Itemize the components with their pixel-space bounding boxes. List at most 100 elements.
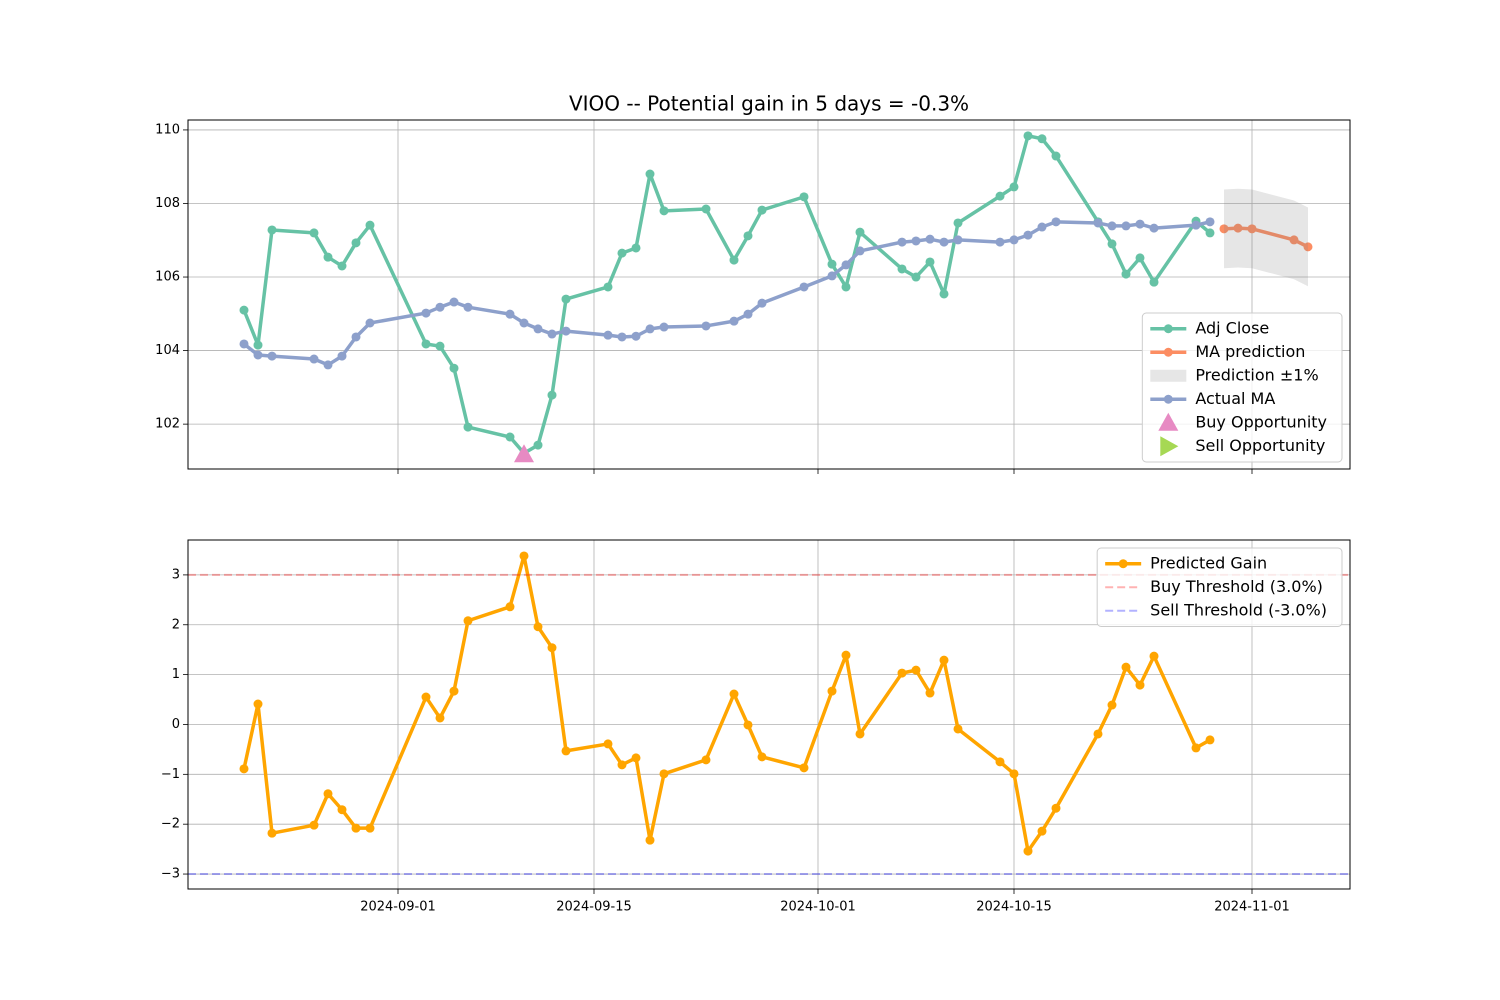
marker bbox=[1247, 224, 1257, 234]
marker bbox=[659, 206, 669, 216]
marker bbox=[267, 225, 277, 235]
marker bbox=[1233, 223, 1243, 233]
marker bbox=[351, 332, 361, 342]
marker bbox=[1163, 394, 1173, 404]
marker bbox=[505, 602, 515, 612]
marker bbox=[1107, 221, 1117, 231]
marker bbox=[1158, 412, 1179, 431]
y-tick-label: −1 bbox=[161, 767, 180, 782]
marker bbox=[239, 764, 249, 774]
marker bbox=[701, 755, 711, 765]
marker bbox=[421, 308, 431, 318]
marker bbox=[533, 440, 543, 450]
marker bbox=[1135, 680, 1145, 690]
marker bbox=[939, 655, 949, 665]
marker bbox=[323, 360, 333, 370]
marker bbox=[995, 237, 1005, 247]
marker bbox=[309, 820, 319, 830]
marker bbox=[911, 236, 921, 246]
marker bbox=[925, 257, 935, 267]
marker bbox=[1205, 735, 1215, 745]
y-tick-label: 1 bbox=[172, 667, 180, 682]
x-tick-label: 2024-09-15 bbox=[556, 900, 632, 915]
marker bbox=[897, 668, 907, 678]
marker bbox=[449, 297, 459, 307]
marker bbox=[953, 724, 963, 734]
marker bbox=[449, 363, 459, 373]
marker bbox=[855, 227, 865, 237]
marker bbox=[1107, 239, 1117, 249]
marker bbox=[267, 828, 277, 838]
marker bbox=[337, 351, 347, 361]
marker bbox=[533, 622, 543, 632]
marker bbox=[729, 316, 739, 326]
marker bbox=[1121, 221, 1131, 231]
marker bbox=[351, 238, 361, 248]
marker bbox=[323, 789, 333, 799]
marker bbox=[659, 769, 669, 779]
marker bbox=[1205, 217, 1215, 227]
marker bbox=[547, 390, 557, 400]
marker bbox=[1107, 700, 1117, 710]
marker bbox=[421, 339, 431, 349]
marker bbox=[1009, 182, 1019, 192]
marker bbox=[1009, 769, 1019, 779]
marker bbox=[995, 757, 1005, 767]
plot-area bbox=[188, 120, 1350, 469]
marker bbox=[911, 272, 921, 282]
y-tick-label: 0 bbox=[172, 717, 180, 732]
marker bbox=[561, 294, 571, 304]
legend-label: Sell Threshold (-3.0%) bbox=[1150, 600, 1327, 619]
legend-box bbox=[1096, 547, 1343, 627]
y-tick-label: 106 bbox=[155, 270, 180, 285]
y-tick-label: −3 bbox=[161, 867, 180, 882]
marker bbox=[799, 763, 809, 773]
marker bbox=[617, 760, 627, 770]
marker bbox=[1149, 651, 1159, 661]
marker bbox=[1118, 559, 1128, 569]
legend-label: Adj Close bbox=[1195, 318, 1269, 337]
marker bbox=[1037, 134, 1047, 144]
marker bbox=[799, 192, 809, 202]
marker bbox=[1037, 826, 1047, 836]
legend: Adj Close MA prediction Prediction ±1% Actu… bbox=[1141, 312, 1343, 463]
marker bbox=[1009, 235, 1019, 245]
y-tick-label: 3 bbox=[172, 567, 180, 582]
marker bbox=[463, 422, 473, 432]
marker bbox=[253, 350, 263, 360]
marker bbox=[309, 354, 319, 364]
y-tick-label: −2 bbox=[161, 817, 180, 832]
legend-label: Prediction ±1% bbox=[1195, 365, 1318, 384]
legend-label: MA prediction bbox=[1195, 342, 1305, 361]
marker bbox=[351, 823, 361, 833]
marker bbox=[449, 686, 459, 696]
marker bbox=[617, 248, 627, 258]
marker bbox=[1051, 803, 1061, 813]
marker bbox=[631, 753, 641, 763]
marker bbox=[939, 237, 949, 247]
marker bbox=[1289, 235, 1299, 245]
marker bbox=[729, 689, 739, 699]
marker bbox=[1163, 324, 1173, 334]
marker bbox=[1023, 846, 1033, 856]
marker bbox=[827, 686, 837, 696]
axes-frame bbox=[187, 119, 1351, 470]
marker bbox=[1023, 230, 1033, 240]
plot-area bbox=[188, 540, 1350, 889]
y-tick-label: 110 bbox=[155, 122, 180, 137]
marker bbox=[1051, 217, 1061, 227]
marker bbox=[547, 329, 557, 339]
marker bbox=[757, 205, 767, 215]
x-tick-label: 2024-11-01 bbox=[1214, 900, 1290, 915]
marker bbox=[799, 282, 809, 292]
marker bbox=[519, 318, 529, 328]
marker bbox=[365, 220, 375, 230]
x-tick-label: 2024-09-01 bbox=[360, 900, 436, 915]
legend-label: Actual MA bbox=[1195, 389, 1275, 408]
marker bbox=[617, 332, 627, 342]
marker bbox=[1037, 222, 1047, 232]
marker bbox=[659, 322, 669, 332]
marker bbox=[1093, 218, 1103, 228]
marker bbox=[1135, 253, 1145, 263]
marker bbox=[925, 234, 935, 244]
